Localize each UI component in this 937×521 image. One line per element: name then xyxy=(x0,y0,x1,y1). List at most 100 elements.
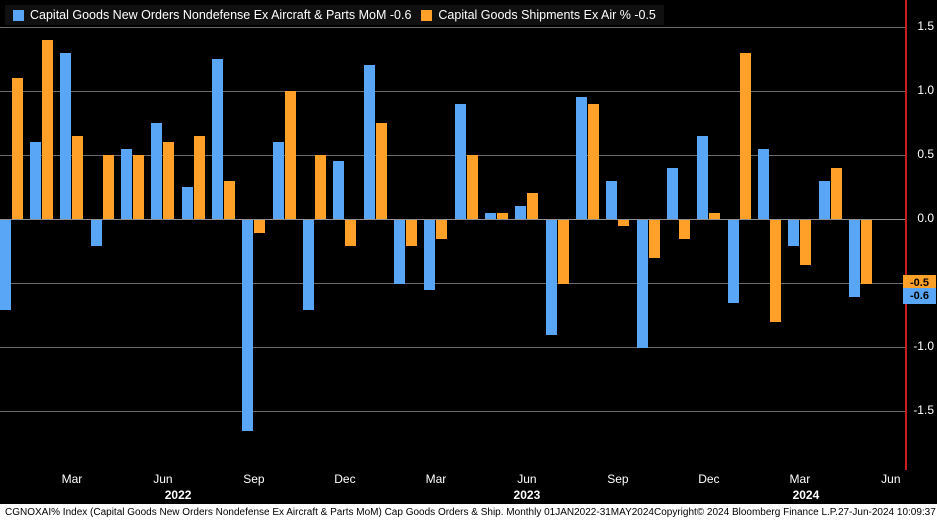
bar-shipments xyxy=(42,39,54,219)
bar-shipments xyxy=(375,123,387,219)
bar-new-orders xyxy=(181,187,193,219)
gridline xyxy=(0,219,905,220)
last-value-badge-series1: -0.6 xyxy=(903,287,936,304)
x-axis-year-label: 2023 xyxy=(513,488,541,502)
bar-shipments xyxy=(861,220,873,284)
y-axis-label: 0.5 xyxy=(917,147,934,161)
y-axis-label: 1.5 xyxy=(917,19,934,33)
y-axis-label: 1.0 xyxy=(917,83,934,97)
x-axis-month-label: Dec xyxy=(698,472,720,486)
bar-shipments xyxy=(436,220,448,240)
bar-shipments xyxy=(709,212,721,219)
bar-new-orders xyxy=(788,220,800,246)
bar-shipments xyxy=(224,180,236,219)
bar-shipments xyxy=(102,155,114,219)
bar-shipments xyxy=(679,220,691,240)
legend-label-new-orders: Capital Goods New Orders Nondefense Ex A… xyxy=(30,8,412,22)
gridline xyxy=(0,27,905,28)
bar-new-orders xyxy=(212,59,224,219)
status-bar: CGNOXAI% Index (Capital Goods New Orders… xyxy=(0,504,937,521)
legend-item-new-orders[interactable]: Capital Goods New Orders Nondefense Ex A… xyxy=(13,8,411,22)
bar-shipments xyxy=(315,155,327,219)
bar-shipments xyxy=(588,103,600,219)
y-axis-label: -1.0 xyxy=(913,339,934,353)
bar-shipments xyxy=(800,220,812,265)
bar-shipments xyxy=(11,78,23,219)
bar-new-orders xyxy=(363,65,375,219)
x-axis-month-label: Mar xyxy=(61,472,83,486)
bar-shipments xyxy=(406,220,418,246)
bar-new-orders xyxy=(576,97,588,219)
x-axis: Mar Jun Sep Dec Mar Jun Sep Dec Mar Jun 2022 2023 20… xyxy=(0,468,910,508)
bar-new-orders xyxy=(90,220,102,246)
bar-shipments xyxy=(830,167,842,219)
bar-new-orders xyxy=(60,52,72,219)
bar-shipments xyxy=(527,193,539,219)
bar-shipments xyxy=(497,212,509,219)
x-axis-year-label: 2024 xyxy=(792,488,820,502)
legend-swatch-new-orders-icon xyxy=(13,9,24,21)
bar-new-orders xyxy=(727,220,739,304)
bar-new-orders xyxy=(485,212,497,219)
bar-new-orders xyxy=(272,142,284,219)
right-axis-line xyxy=(905,0,907,470)
bar-new-orders xyxy=(333,161,345,219)
bar-new-orders xyxy=(667,167,679,219)
bar-shipments xyxy=(284,91,296,219)
bar-shipments xyxy=(770,220,782,323)
status-ticker-description: CGNOXAI% Index (Capital Goods New Orders… xyxy=(5,507,654,518)
plot-area[interactable] xyxy=(0,0,905,470)
x-axis-month-label: Jun xyxy=(517,472,537,486)
bar-new-orders xyxy=(515,206,527,219)
bar-shipments xyxy=(163,142,175,219)
bar-new-orders xyxy=(545,220,557,336)
x-axis-month-label: Mar xyxy=(789,472,811,486)
bar-new-orders xyxy=(636,220,648,348)
bar-new-orders xyxy=(151,123,163,219)
legend-label-shipments: Capital Goods Shipments Ex Air % -0.5 xyxy=(438,8,656,22)
status-copyright: Copyright© 2024 Bloomberg Finance L.P. xyxy=(653,507,838,518)
y-axis-label: 0.0 xyxy=(917,211,934,225)
legend-swatch-shipments-icon xyxy=(421,9,433,21)
bar-shipments xyxy=(133,155,145,219)
bar-new-orders xyxy=(758,148,770,219)
gridline xyxy=(0,155,905,156)
last-value-badge-series2: -0.5 xyxy=(903,275,936,291)
bar-shipments xyxy=(254,220,266,233)
legend-item-shipments[interactable]: Capital Goods Shipments Ex Air % -0.5 xyxy=(421,8,656,22)
x-axis-year-label: 2022 xyxy=(164,488,192,502)
x-axis-month-label: Mar xyxy=(425,472,447,486)
x-axis-month-label: Sep xyxy=(243,472,265,486)
x-axis-month-label: Dec xyxy=(334,472,356,486)
bar-new-orders xyxy=(303,220,315,310)
x-axis-month-label: Jun xyxy=(153,472,173,486)
y-axis-label: -1.5 xyxy=(913,403,934,417)
bar-new-orders xyxy=(0,220,11,310)
bar-new-orders xyxy=(818,180,830,219)
bar-new-orders xyxy=(454,103,466,219)
bar-shipments xyxy=(739,52,751,219)
gridline xyxy=(0,283,905,284)
bar-new-orders xyxy=(394,220,406,284)
chart-legend: Capital Goods New Orders Nondefense Ex A… xyxy=(5,5,664,25)
bar-shipments xyxy=(466,155,478,219)
bar-shipments xyxy=(618,220,630,227)
bar-new-orders xyxy=(424,220,436,291)
y-axis: 1.51.00.50.0-0.5-1.0-1.5 xyxy=(908,0,936,470)
bar-new-orders xyxy=(697,135,709,219)
gridline xyxy=(0,411,905,412)
bar-new-orders xyxy=(849,220,861,297)
x-axis-month-label: Sep xyxy=(607,472,629,486)
gridline xyxy=(0,91,905,92)
bar-new-orders xyxy=(121,148,133,219)
bar-new-orders xyxy=(606,180,618,219)
bar-shipments xyxy=(72,135,84,219)
bar-new-orders xyxy=(30,142,42,219)
x-axis-month-label: Jun xyxy=(881,472,901,486)
bar-shipments xyxy=(193,135,205,219)
bar-shipments xyxy=(557,220,569,284)
value-badges: -0.5 -0.6 xyxy=(903,0,937,470)
bar-shipments xyxy=(648,220,660,259)
gridline xyxy=(0,347,905,348)
